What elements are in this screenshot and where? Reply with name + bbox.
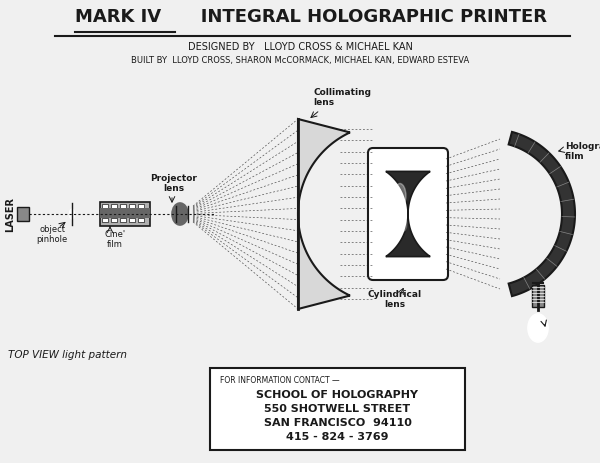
- Text: Cine'
film: Cine' film: [104, 230, 125, 250]
- Text: LASER: LASER: [5, 198, 15, 232]
- Circle shape: [432, 157, 438, 163]
- Bar: [138, 204, 144, 208]
- Bar: [100, 202, 150, 226]
- Ellipse shape: [172, 203, 188, 225]
- Bar: [102, 218, 108, 222]
- Text: Projector
lens: Projector lens: [151, 174, 197, 193]
- Bar: [129, 218, 135, 222]
- Ellipse shape: [399, 217, 407, 232]
- Text: SAN FRANCISCO  94110: SAN FRANCISCO 94110: [263, 418, 412, 428]
- Text: object
pinhole: object pinhole: [37, 225, 68, 244]
- Ellipse shape: [528, 314, 548, 342]
- Bar: [102, 204, 108, 208]
- Bar: [17, 207, 29, 221]
- Bar: [129, 204, 135, 208]
- Bar: [120, 218, 126, 222]
- Text: MARK IV: MARK IV: [75, 8, 161, 26]
- Text: BUILT BY  LLOYD CROSS, SHARON McCORMACK, MICHAEL KAN, EDWARD ESTEVA: BUILT BY LLOYD CROSS, SHARON McCORMACK, …: [131, 56, 469, 65]
- Bar: [138, 218, 144, 222]
- Bar: [111, 204, 117, 208]
- Polygon shape: [298, 119, 350, 309]
- Polygon shape: [509, 132, 575, 296]
- Bar: [120, 204, 126, 208]
- Text: FOR INFORMATION CONTACT —: FOR INFORMATION CONTACT —: [220, 376, 340, 385]
- Text: DESIGNED BY   LLOYD CROSS & MICHAEL KAN: DESIGNED BY LLOYD CROSS & MICHAEL KAN: [188, 42, 412, 52]
- Text: 415 - 824 - 3769: 415 - 824 - 3769: [286, 432, 389, 442]
- Circle shape: [377, 157, 383, 163]
- Bar: [100, 208, 150, 218]
- Text: Collimating
lens: Collimating lens: [313, 88, 371, 107]
- Circle shape: [377, 265, 383, 271]
- Text: 550 SHOTWELL STREET: 550 SHOTWELL STREET: [265, 404, 410, 414]
- Bar: [532, 285, 544, 307]
- Text: Holographic
film: Holographic film: [565, 142, 600, 162]
- Bar: [210, 368, 465, 450]
- Text: TOP VIEW light pattern: TOP VIEW light pattern: [8, 350, 127, 360]
- Circle shape: [432, 265, 438, 271]
- Polygon shape: [386, 171, 430, 257]
- Ellipse shape: [394, 183, 406, 208]
- Text: INTEGRAL HOLOGRAPHIC PRINTER: INTEGRAL HOLOGRAPHIC PRINTER: [182, 8, 547, 26]
- FancyBboxPatch shape: [368, 148, 448, 280]
- Bar: [111, 218, 117, 222]
- Text: CyIindrical
lens: CyIindrical lens: [368, 290, 422, 309]
- Text: SCHOOL OF HOLOGRAPHY: SCHOOL OF HOLOGRAPHY: [257, 390, 419, 400]
- Ellipse shape: [70, 209, 74, 219]
